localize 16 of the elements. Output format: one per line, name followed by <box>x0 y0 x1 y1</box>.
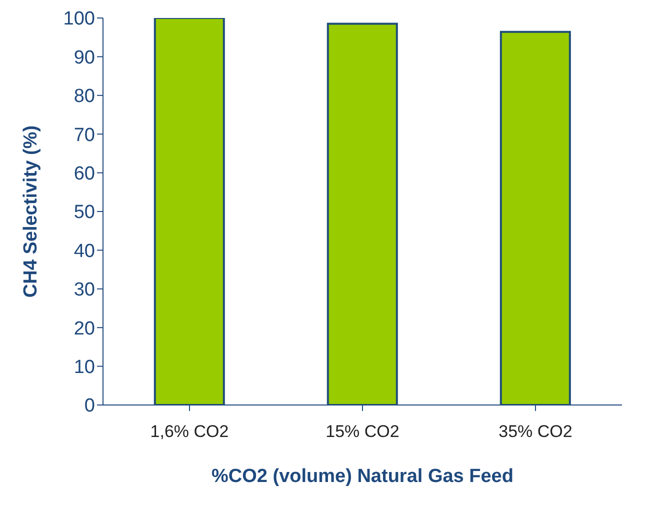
y-tick-label: 60 <box>74 164 95 185</box>
x-tick-label: 15% CO2 <box>326 422 400 442</box>
y-tick-label: 0 <box>84 396 95 417</box>
x-axis-title: %CO2 (volume) Natural Gas Feed <box>212 466 514 487</box>
x-tick-label: 35% CO2 <box>498 422 572 442</box>
y-tick-label: 30 <box>74 280 95 301</box>
y-tick-label: 50 <box>74 202 95 224</box>
y-tick-label: 40 <box>74 240 95 262</box>
x-tick-label: 1,6% CO2 <box>150 422 229 442</box>
y-tick-label: 10 <box>74 357 95 378</box>
y-tick-label: 20 <box>74 318 95 340</box>
y-tick-label: 70 <box>74 124 95 146</box>
y-tick-label: 90 <box>74 47 95 68</box>
y-tick-label: 80 <box>74 86 95 108</box>
y-tick-label: 100 <box>63 8 95 30</box>
y-axis-title: CH4 Selectivity (%) <box>20 125 42 298</box>
